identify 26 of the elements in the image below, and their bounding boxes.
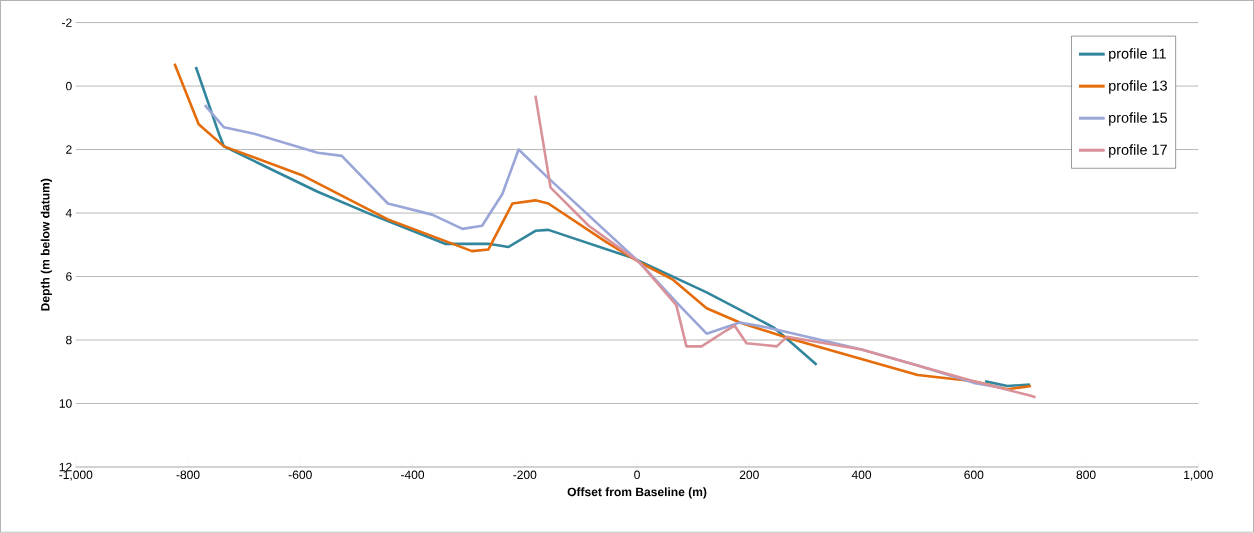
- legend-label: profile 11: [1109, 48, 1166, 62]
- legend-label: profile 13: [1109, 80, 1167, 94]
- x-tick-label: 400: [851, 470, 872, 480]
- legend-label: profile 17: [1109, 144, 1167, 158]
- line-series: [534, 94, 1037, 399]
- y-tick-label: 6: [66, 272, 72, 281]
- y-tick-label: 8: [66, 335, 72, 345]
- x-tick-label: 0: [634, 470, 640, 480]
- x-tick-label: -600: [288, 470, 312, 480]
- x-tick-label: 200: [739, 470, 759, 480]
- x-tick-label: -1,000: [59, 470, 93, 481]
- y-axis-title: Depth (m below datum): [40, 178, 52, 311]
- x-tick-label: 800: [1076, 470, 1096, 480]
- x-tick-label: -400: [401, 470, 425, 480]
- x-axis-title: Offset from Baseline (m): [567, 487, 707, 499]
- y-tick-label: 0: [65, 81, 72, 91]
- y-tick-label: 2: [66, 145, 72, 154]
- x-tick-label: 600: [964, 470, 984, 480]
- y-tick-label: 4: [65, 209, 72, 218]
- y-tick-label: 12: [59, 462, 72, 472]
- legend-label: profile 15: [1109, 112, 1167, 126]
- x-tick-label: -800: [176, 470, 200, 480]
- x-tick-label: -200: [513, 470, 537, 480]
- y-tick-label: 10: [59, 399, 72, 408]
- x-tick-label: 1,000: [1184, 470, 1213, 481]
- y-tick-label: -2: [62, 18, 72, 27]
